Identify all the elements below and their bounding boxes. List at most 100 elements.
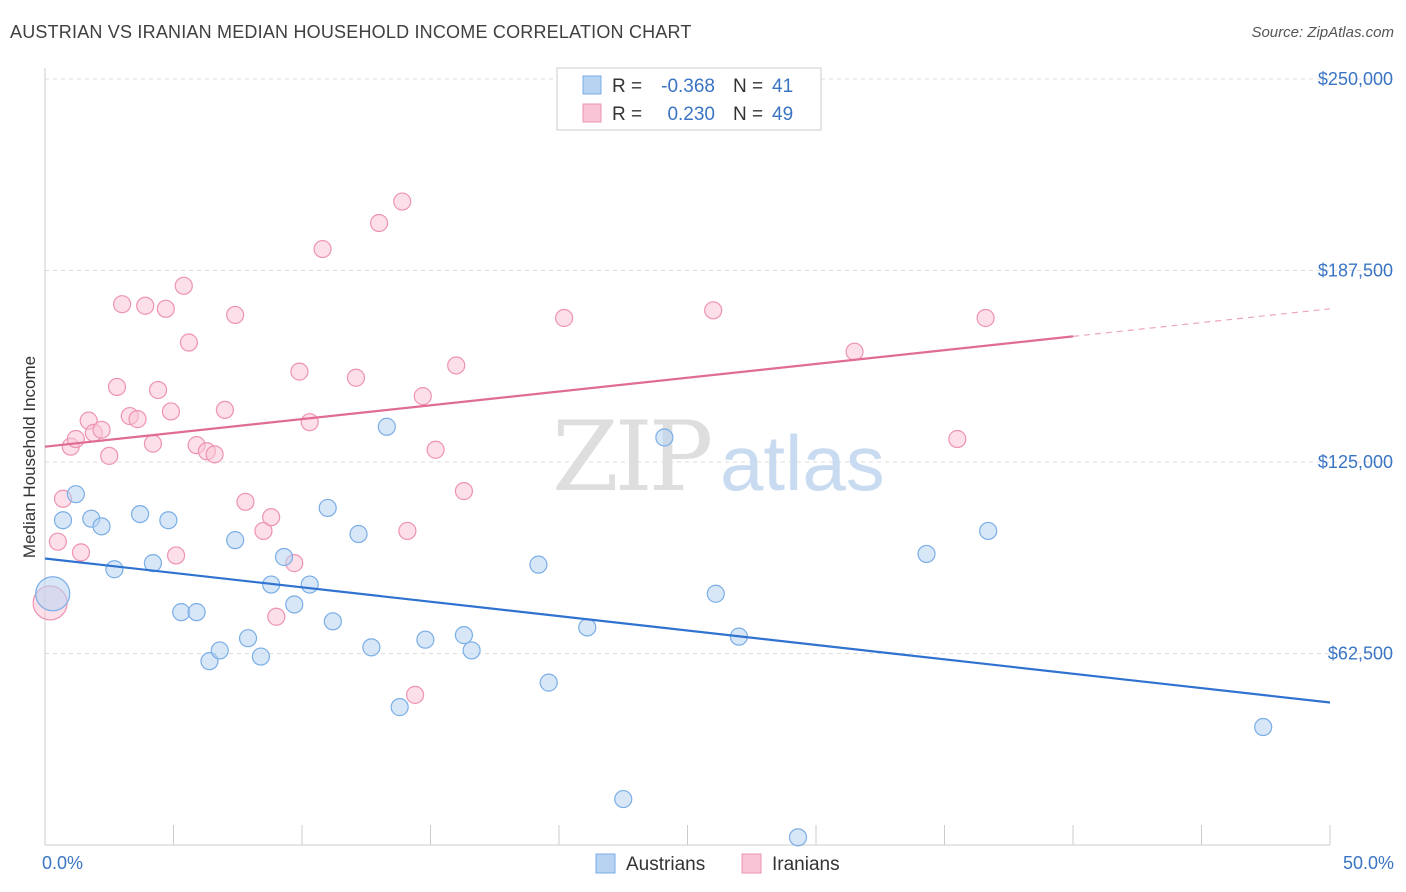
iranian-point [179, 333, 199, 352]
austrian-point [172, 603, 191, 622]
austrian-point [187, 603, 206, 622]
iranian-point [143, 434, 163, 453]
austrian-point [159, 511, 178, 530]
bottom-legend-swatch-iranians [741, 853, 762, 874]
austrian-point [92, 517, 111, 536]
iranian-point [215, 400, 234, 420]
austrian-point [614, 789, 633, 809]
x-axis-ticks [173, 825, 1331, 845]
iranian-point [948, 429, 967, 449]
iranian-point [976, 308, 995, 328]
iranian-point [413, 387, 432, 406]
austrian-point [105, 560, 124, 579]
austrian-point [1254, 717, 1273, 737]
y-axis-tick-labels: $62,500 $125,000 $187,500 $250,000 [1318, 69, 1393, 664]
austrian-point [390, 698, 409, 717]
correlation-legend: R = -0.368 N = 41 R = 0.230 N = 49 [556, 67, 822, 131]
bottom-legend-label-iranians: Iranians [772, 854, 840, 875]
iranian-point [447, 356, 466, 375]
iranian-point [112, 295, 132, 314]
austrian-point [238, 629, 258, 648]
iranian-point [262, 508, 281, 527]
austrian-point [917, 544, 936, 564]
gridlines [45, 78, 1395, 654]
legend-n-value-iranians: 49 [772, 104, 793, 125]
legend-r-label-iranians: R = [612, 104, 642, 125]
iranian-point [426, 440, 445, 459]
iranians-trend-line-extension [1072, 308, 1331, 337]
iranian-point [48, 532, 67, 551]
bottom-legend-swatch-austrians [595, 853, 616, 874]
austrian-point [66, 485, 85, 504]
austrian-point [285, 595, 304, 614]
austrians-trend-line [44, 557, 1331, 704]
iranians-points [32, 192, 995, 704]
austrian-point [274, 547, 294, 567]
iranian-point [107, 377, 127, 397]
iranian-point [267, 607, 286, 626]
iranian-point [148, 380, 168, 400]
iranian-point [174, 276, 193, 295]
legend-n-value-austrians: 41 [772, 76, 793, 97]
iranian-point [845, 342, 864, 361]
austrian-point [323, 612, 342, 631]
iranian-point [555, 308, 574, 328]
y-tick-label: $250,000 [1318, 69, 1393, 89]
iranian-point [136, 296, 155, 315]
austrian-point [251, 647, 270, 666]
iranian-point [92, 420, 111, 439]
watermark-atlas: atlas [720, 419, 885, 507]
iranian-point [166, 546, 186, 565]
iranian-point [393, 192, 412, 211]
iranian-point [156, 299, 175, 318]
y-tick-label: $62,500 [1328, 644, 1393, 664]
austrian-point [706, 584, 725, 603]
austrian-point [300, 575, 319, 594]
legend-swatch-austrians [582, 75, 602, 95]
iranian-point [313, 239, 332, 259]
austrian-point [578, 618, 597, 637]
austrian-point [318, 498, 337, 518]
watermark: ZIP atlas [552, 401, 885, 513]
iranians-trend-line [44, 335, 1074, 448]
austrian-point [377, 417, 396, 436]
iranian-point [405, 685, 425, 704]
austrian-point [349, 524, 368, 544]
y-axis-label: Median Household Income [20, 356, 39, 558]
austrian-point [130, 504, 150, 524]
austrian-point [210, 641, 229, 660]
iranian-point [254, 521, 273, 541]
x-axis-min-label: 0.0% [42, 853, 83, 873]
austrian-point [226, 531, 245, 550]
iranian-point [226, 305, 245, 325]
austrian-point [462, 641, 481, 660]
legend-n-label-iranians: N = [733, 104, 763, 125]
iranian-point [704, 301, 723, 320]
iranian-point [236, 492, 255, 511]
austrian-point [416, 630, 435, 649]
legend-swatch-iranians [582, 103, 602, 123]
austrian-point [35, 576, 71, 612]
watermark-zip: ZIP [552, 401, 711, 513]
austrian-point [454, 626, 474, 645]
iranian-point [370, 213, 389, 233]
iranian-point [205, 445, 224, 464]
y-tick-label: $187,500 [1318, 261, 1393, 281]
x-axis-max-label: 50.0% [1343, 853, 1394, 873]
y-tick-label: $125,000 [1318, 452, 1393, 472]
austrian-point [539, 673, 558, 692]
austrian-point [529, 555, 548, 574]
iranian-point [71, 543, 91, 562]
austrian-point [979, 521, 998, 541]
legend-r-value-austrians: -0.368 [661, 76, 715, 97]
iranian-point [346, 368, 366, 387]
austrian-point [788, 828, 808, 847]
iranian-point [300, 413, 319, 432]
iranian-point [290, 362, 309, 381]
iranian-point [454, 482, 474, 501]
trend-lines [44, 308, 1331, 704]
iranian-point [398, 521, 417, 541]
iranian-point [128, 410, 147, 429]
austrian-point [655, 428, 674, 447]
